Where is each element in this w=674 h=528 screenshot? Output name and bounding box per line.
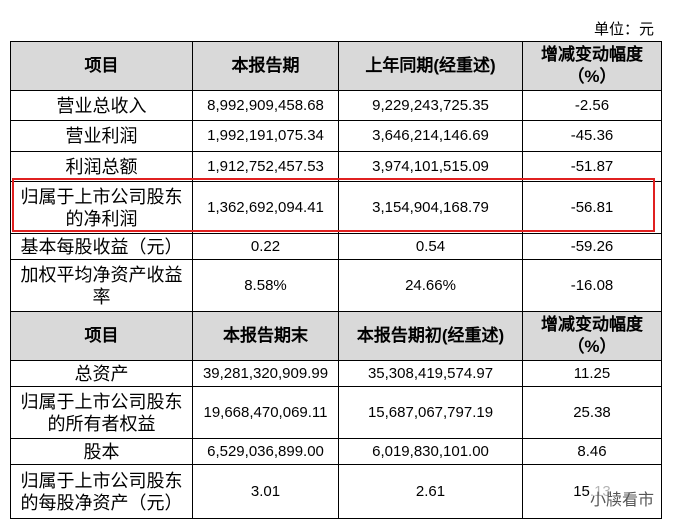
cell: 25.38 (522, 386, 662, 439)
cell: -45.36 (522, 120, 662, 152)
table-row: 归属于上市公司股东的净利润 1,362,692,094.41 3,154,904,1… (10, 181, 662, 234)
cell: 3.01 (192, 464, 339, 519)
cell: 归属于上市公司股东的每股净资产（元） (10, 464, 193, 519)
cell: 1,992,191,075.34 (192, 120, 339, 152)
cell: 39,281,320,909.99 (192, 360, 339, 387)
cell: 8,992,909,458.68 (192, 90, 339, 121)
header-cell: 增减变动幅度（%） (522, 41, 662, 91)
header-cell: 增减变动幅度（%） (522, 311, 662, 361)
header-row: 项目 本报告期 上年同期(经重述) 增减变动幅度（%） (10, 41, 662, 91)
cell: 营业利润 (10, 120, 193, 152)
table-row: 基本每股收益（元） 0.22 0.54 -59.26 (10, 233, 662, 260)
header-cell: 本报告期末 (192, 311, 339, 361)
cell: 11.25 (522, 360, 662, 387)
table-row: 营业利润 1,992,191,075.34 3,646,214,146.69 -45.… (10, 120, 662, 152)
cell: 19,668,470,069.11 (192, 386, 339, 439)
header-row: 项目 本报告期末 本报告期初(经重述) 增减变动幅度（%） (10, 311, 662, 361)
cell: -56.81 (522, 181, 662, 234)
cell: -59.26 (522, 233, 662, 260)
header-cell: 本报告期初(经重述) (338, 311, 523, 361)
cell: 24.66% (338, 259, 523, 312)
cell: 营业总收入 (10, 90, 193, 121)
table-row: 利润总额 1,912,752,457.53 3,974,101,515.09 -51.… (10, 151, 662, 182)
cell: 3,974,101,515.09 (338, 151, 523, 182)
cell: 15,687,067,797.19 (338, 386, 523, 439)
cell: 加权平均净资产收益率 (10, 259, 193, 312)
table-row: 股本 6,529,036,899.00 6,019,830,101.00 8.46 (10, 438, 662, 465)
header-cell: 上年同期(经重述) (338, 41, 523, 91)
cell: 0.54 (338, 233, 523, 260)
cell: 3,154,904,168.79 (338, 181, 523, 234)
cell: 利润总额 (10, 151, 193, 182)
cell: -16.08 (522, 259, 662, 312)
cell: 6,019,830,101.00 (338, 438, 523, 465)
cell: 股本 (10, 438, 193, 465)
table-row: 归属于上市公司股东的每股净资产（元）3.012.6115.13 (10, 464, 662, 519)
data-table: 项目 本报告期 上年同期(经重述) 增减变动幅度（%） 营业总收入 8,992,909,4… (10, 41, 662, 519)
cell: -2.56 (522, 90, 662, 121)
cell: 基本每股收益（元） (10, 233, 193, 260)
table-row: 加权平均净资产收益率 8.58% 24.66% -16.08 (10, 259, 662, 312)
unit-label: 单位：元 (593, 21, 654, 38)
table-row: 总资产 39,281,320,909.99 35,308,419,574.97 11.… (10, 360, 662, 387)
cell: 8.58% (192, 259, 339, 312)
cell: 1,912,752,457.53 (192, 151, 339, 182)
cell: 9,229,243,725.35 (338, 90, 523, 121)
cell: -51.87 (522, 151, 662, 182)
watermark: 小牍看市 (590, 486, 655, 510)
cell: 2.61 (338, 464, 523, 519)
cell: 0.22 (192, 233, 339, 260)
table-row: 营业总收入 8,992,909,458.68 9,229,243,725.35 -2.… (10, 90, 662, 121)
cell: 6,529,036,899.00 (192, 438, 339, 465)
cell: 8.46 (522, 438, 662, 465)
header-cell: 项目 (10, 41, 193, 91)
header-cell: 项目 (10, 311, 193, 361)
cell: 1,362,692,094.41 (192, 181, 339, 234)
cell: 3,646,214,146.69 (338, 120, 523, 152)
cell: 归属于上市公司股东的所有者权益 (10, 386, 193, 439)
cell: 总资产 (10, 360, 193, 387)
cell: 归属于上市公司股东的净利润 (10, 181, 193, 234)
header-cell: 本报告期 (192, 41, 339, 91)
table-row: 归属于上市公司股东的所有者权益 19,668,470,069.11 15,687,0… (10, 386, 662, 439)
cell: 35,308,419,574.97 (338, 360, 523, 387)
